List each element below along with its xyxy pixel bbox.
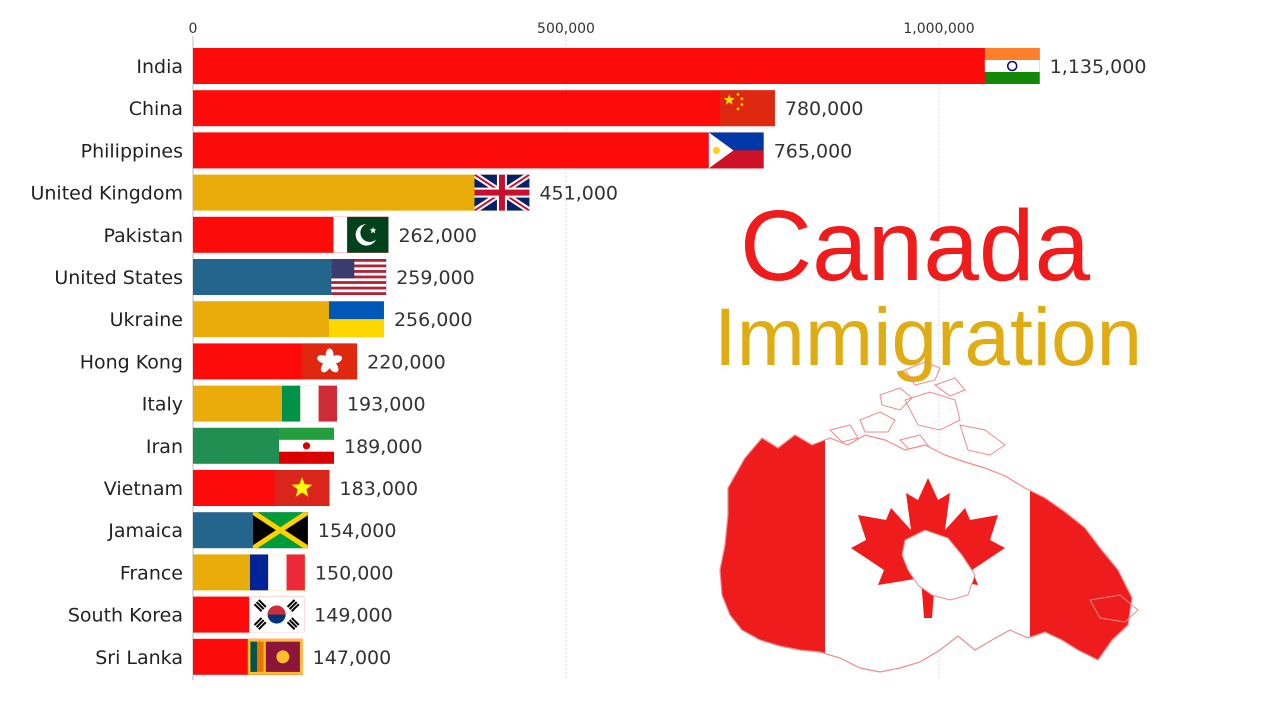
- flags-group: [247, 48, 1040, 675]
- category-label: Ukraine: [110, 309, 183, 331]
- category-label: South Korea: [68, 605, 183, 627]
- value-labels: 1,135,000 780,000 765,000 451,000 262,000 259…: [313, 56, 1147, 669]
- value-label: 147,000: [313, 647, 392, 669]
- x-tick-label: 1,000,000: [903, 21, 974, 37]
- category-label: Sri Lanka: [95, 647, 183, 669]
- india-flag: [984, 48, 1040, 84]
- sri-lanka-flag: [247, 638, 303, 675]
- value-label: 262,000: [398, 225, 477, 247]
- title-line2: Immigration: [714, 292, 1142, 383]
- category-label: India: [136, 56, 183, 78]
- value-label: 150,000: [315, 562, 394, 584]
- bar: [193, 90, 775, 127]
- vietnam-flag: [274, 470, 330, 506]
- value-label: 451,000: [539, 183, 618, 205]
- south-korea-flag: [249, 596, 305, 633]
- x-tick-label: 500,000: [537, 21, 595, 37]
- ukraine-flag: [328, 301, 384, 338]
- category-label: United Kingdom: [30, 183, 183, 205]
- bar: [193, 132, 764, 169]
- value-label: 1,135,000: [1050, 56, 1147, 78]
- value-label: 259,000: [396, 267, 475, 289]
- category-label: France: [120, 562, 183, 584]
- usa-flag: [331, 259, 387, 295]
- philippines-flag: [708, 132, 764, 169]
- china-flag: [719, 90, 775, 127]
- category-label: Jamaica: [107, 520, 183, 542]
- title-line1: Canada: [740, 190, 1091, 302]
- canada-flag-map-icon: [719, 361, 1139, 673]
- value-label: 256,000: [394, 309, 473, 331]
- iran-flag: [278, 427, 334, 464]
- category-label: Vietnam: [104, 478, 183, 500]
- value-label: 780,000: [785, 98, 864, 120]
- category-label: Philippines: [81, 140, 183, 162]
- value-label: 189,000: [344, 436, 423, 458]
- value-label: 154,000: [318, 520, 397, 542]
- hong-kong-flag: [302, 343, 358, 380]
- category-label: Iran: [146, 436, 183, 458]
- category-label: Hong Kong: [80, 351, 183, 373]
- bar: [193, 48, 1040, 84]
- jamaica-flag: [252, 512, 308, 549]
- category-label: China: [129, 98, 183, 120]
- value-label: 220,000: [367, 351, 446, 373]
- category-label: Italy: [142, 394, 183, 416]
- bar: [193, 174, 530, 211]
- value-label: 183,000: [340, 478, 419, 500]
- category-label: United States: [54, 267, 183, 289]
- value-label: 193,000: [347, 394, 426, 416]
- category-label: Pakistan: [103, 225, 183, 247]
- x-axis-ticks: 0 500,000 1,000,000: [189, 21, 975, 37]
- pakistan-flag: [333, 216, 389, 253]
- category-labels: India China Philippines United Kingdom Pakis…: [30, 56, 183, 669]
- uk-flag: [474, 174, 530, 211]
- value-label: 765,000: [774, 140, 853, 162]
- italy-flag: [281, 385, 337, 422]
- france-flag: [249, 554, 305, 591]
- x-tick-label: 0: [189, 21, 198, 37]
- value-label: 149,000: [314, 605, 393, 627]
